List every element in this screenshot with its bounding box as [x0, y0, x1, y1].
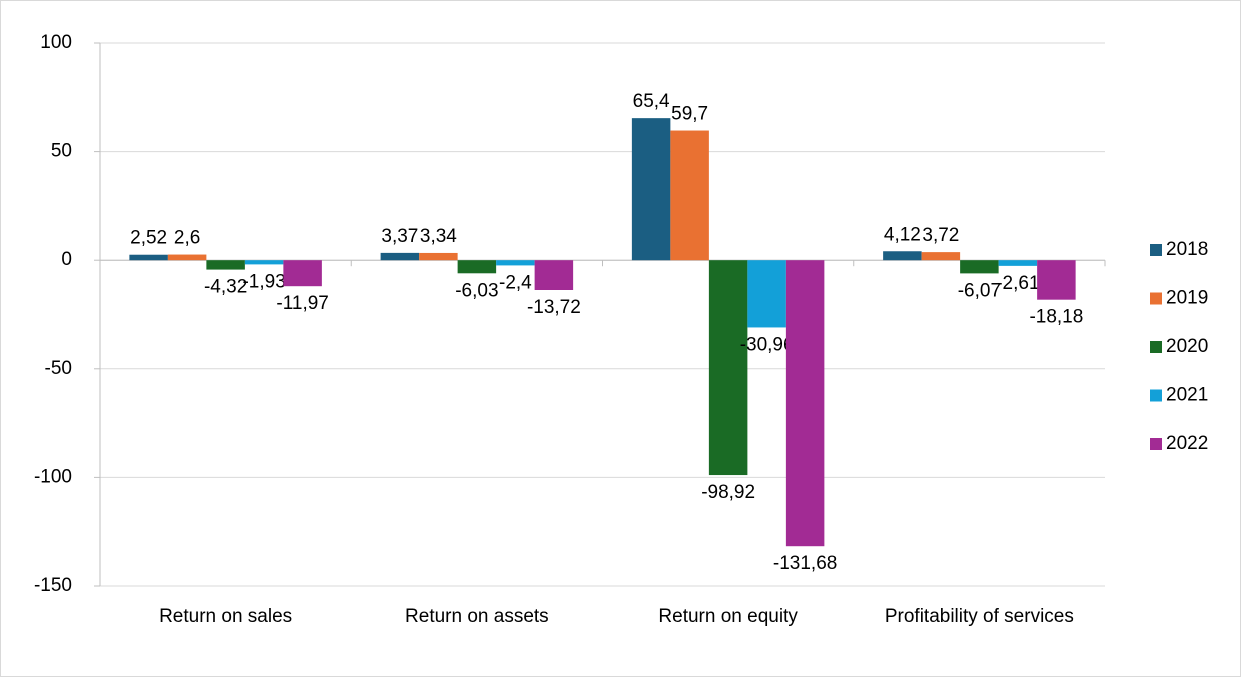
x-tick-label: Return on assets — [405, 606, 549, 627]
bar — [496, 260, 535, 266]
legend-label: 2020 — [1166, 336, 1208, 357]
data-label: -18,18 — [1029, 307, 1083, 328]
bar — [534, 260, 574, 290]
data-label: -13,72 — [527, 297, 581, 318]
data-label: -6,07 — [958, 280, 1001, 301]
data-label: 2,52 — [130, 228, 167, 249]
y-tick-label: -100 — [34, 466, 72, 487]
data-label: -131,68 — [773, 553, 837, 574]
data-label: 2,6 — [174, 228, 200, 249]
data-label: -98,92 — [701, 482, 755, 503]
legend-swatch — [1150, 292, 1162, 305]
data-label: 3,34 — [420, 226, 457, 247]
y-tick-label: 50 — [51, 141, 72, 162]
bar — [708, 260, 748, 476]
legend-label: 2019 — [1166, 288, 1208, 309]
legend-label: 2018 — [1166, 239, 1208, 260]
bar — [380, 252, 420, 261]
bar — [883, 251, 922, 261]
data-label: -2,61 — [996, 273, 1039, 294]
data-label: 4,12 — [884, 224, 921, 245]
y-tick-label: -50 — [45, 358, 72, 379]
bar — [167, 254, 207, 261]
x-tick-label: Profitability of services — [884, 606, 1074, 627]
x-tick-label: Return on equity — [658, 606, 798, 627]
data-label: 3,72 — [922, 225, 959, 246]
x-tick-label: Return on sales — [159, 606, 293, 627]
bar — [670, 130, 709, 261]
bar — [283, 260, 322, 287]
data-label: -6,03 — [455, 280, 498, 301]
data-label: 3,37 — [381, 226, 418, 247]
bar — [244, 260, 284, 265]
data-label: -11,97 — [276, 293, 328, 314]
bar — [1037, 260, 1076, 300]
y-tick-label: 100 — [40, 32, 72, 53]
legend-label: 2021 — [1166, 385, 1208, 406]
legend-swatch — [1150, 389, 1162, 402]
data-label: 65,4 — [633, 91, 670, 112]
bar — [785, 260, 825, 547]
data-label: -1,93 — [242, 271, 285, 292]
data-label: 59,7 — [671, 104, 708, 125]
bar — [631, 118, 671, 261]
bar — [206, 260, 245, 270]
y-tick-label: -150 — [34, 575, 72, 596]
y-tick-label: 0 — [61, 249, 72, 270]
bar — [998, 260, 1038, 266]
bar — [419, 252, 458, 261]
data-label: -4,32 — [204, 277, 247, 298]
bar — [921, 252, 961, 261]
legend-swatch — [1150, 244, 1162, 256]
bar — [747, 260, 786, 328]
bar — [960, 260, 999, 274]
data-label: -30,96 — [740, 334, 794, 355]
legend-label: 2022 — [1166, 433, 1208, 454]
data-label: -2,4 — [499, 272, 532, 293]
bar — [457, 260, 497, 274]
bar — [129, 254, 168, 261]
legend-swatch — [1150, 341, 1162, 353]
legend-swatch — [1150, 438, 1162, 450]
